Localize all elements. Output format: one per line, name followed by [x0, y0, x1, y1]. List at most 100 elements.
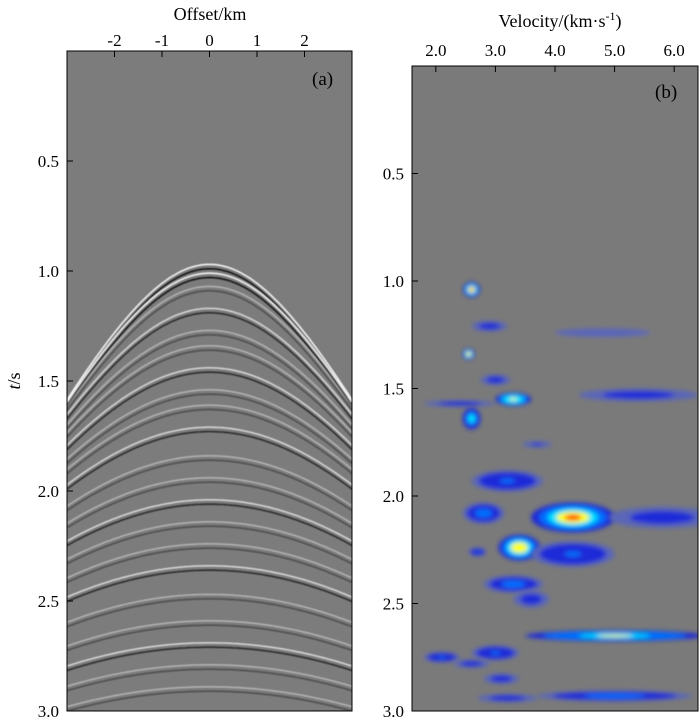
reflection-event: [67, 521, 352, 561]
semblance-peak: [468, 547, 487, 557]
reflection-event: [67, 499, 352, 542]
reflection-event: [67, 481, 352, 529]
reflection-event: [67, 367, 352, 446]
reflection-event: [67, 525, 352, 565]
reflection-event: [67, 408, 352, 475]
semblance-contour: [501, 697, 514, 699]
reflection-event: [67, 404, 352, 470]
reflection-event: [67, 285, 352, 407]
semblance-peak: [453, 659, 490, 668]
panel-a-x-axis-title: Offset/km: [174, 4, 247, 24]
reflection-event: [67, 426, 352, 486]
reflection-event: [67, 624, 352, 652]
reflection-event: [67, 593, 352, 624]
semblance-peak: [495, 392, 532, 406]
reflection-event: [67, 272, 352, 403]
semblance-contour: [475, 551, 480, 553]
semblance-contour: [479, 511, 488, 516]
semblance-peak: [483, 673, 520, 685]
b-x-tick-label: 6.0: [664, 41, 685, 60]
semblance-contour: [438, 656, 446, 659]
semblance-peak: [498, 534, 541, 561]
reflection-event: [67, 389, 352, 460]
a-x-tick-label: 0: [205, 31, 214, 50]
semblance-contour: [500, 478, 515, 484]
reflection-event: [67, 430, 352, 490]
panel-b-x-axis-title: Velocity/(km·s-1): [499, 9, 622, 32]
a-y-tick-label: 2.0: [38, 482, 59, 501]
semblance-contour: [596, 634, 633, 637]
semblance-peak: [462, 407, 481, 430]
panel-a-y-axis-title: t/s: [4, 372, 24, 389]
semblance-contour: [564, 551, 582, 557]
semblance-peak: [471, 645, 520, 661]
b-x-tick-label: 2.0: [425, 41, 446, 60]
reflection-event: [67, 686, 352, 708]
b-x-tick-label: 5.0: [604, 41, 625, 60]
reflection-event: [67, 642, 352, 667]
semblance-peak: [531, 541, 615, 567]
reflection-event: [67, 547, 352, 584]
a-y-tick-label: 2.5: [38, 592, 59, 611]
velocity-spectrum: [423, 282, 698, 703]
semblance-peak: [543, 327, 663, 338]
semblance-contour: [490, 651, 501, 655]
a-y-tick-label: 0.5: [38, 152, 59, 171]
semblance-peak: [471, 320, 508, 332]
reflection-event: [67, 263, 352, 401]
semblance-peak: [477, 693, 538, 703]
a-y-tick-label: 1.5: [38, 372, 59, 391]
semblance-peak: [513, 590, 550, 608]
reflection-event: [67, 345, 352, 434]
reflection-event: [67, 620, 352, 647]
semblance-contour: [509, 397, 517, 401]
a-x-tick-label: -1: [155, 31, 169, 50]
a-x-tick-label: 2: [300, 31, 309, 50]
semblance-contour: [485, 325, 494, 328]
semblance-contour: [651, 515, 673, 520]
semblance-contour: [497, 677, 505, 680]
panel-b-x-ticks: 2.0 3.0 4.0 5.0 6.0: [425, 41, 685, 72]
semblance-peak: [480, 374, 511, 386]
semblance-peak: [531, 502, 615, 533]
semblance-peak: [471, 470, 544, 492]
a-y-tick-label: 1.0: [38, 262, 59, 281]
reflection-event: [67, 290, 352, 412]
b-x-tick-label: 4.0: [544, 41, 565, 60]
semblance-contour: [469, 416, 474, 421]
reflection-event: [67, 477, 352, 524]
semblance-contour: [507, 582, 520, 586]
reflection-event: [67, 312, 352, 420]
b-y-tick-label: 3.0: [383, 702, 404, 721]
panel-a-y-ticks: 0.5 1.0 1.5 2.0 2.5 3.0: [38, 152, 73, 721]
reflection-event: [67, 459, 352, 512]
b-y-tick-label: 2.5: [383, 595, 404, 614]
semblance-contour: [468, 662, 476, 665]
panel-b-y-ticks: 0.5 1.0 1.5 2.0 2.5 3.0: [383, 165, 418, 721]
semblance-contour: [534, 443, 541, 446]
semblance-contour: [467, 353, 470, 356]
semblance-peak: [537, 690, 693, 702]
semblance-contour: [626, 393, 651, 397]
semblance-peak: [462, 502, 505, 524]
panel-b: (b) Velocity/(km·s-1) 2.0 3.0 4.0 5.0 6.0 0.…: [383, 9, 699, 721]
gather-events: [67, 263, 352, 711]
semblance-contour: [469, 288, 474, 292]
reflection-event: [67, 371, 352, 451]
a-x-tick-label: 1: [253, 31, 262, 50]
semblance-contour: [515, 545, 524, 551]
semblance-contour: [527, 597, 535, 601]
reflection-event: [67, 276, 352, 408]
reflection-event: [67, 329, 352, 426]
b-y-tick-label: 0.5: [383, 165, 404, 184]
semblance-peak: [423, 400, 496, 407]
reflection-event: [67, 349, 352, 438]
reflection-event: [67, 646, 352, 672]
reflection-event: [67, 503, 352, 547]
panel-a-x-ticks: -2 -1 0 1 2: [107, 31, 309, 57]
reflection-event: [67, 664, 352, 688]
semblance-contour: [590, 331, 615, 334]
semblance-contour: [452, 402, 467, 405]
b-x-tick-label: 3.0: [485, 41, 506, 60]
b-y-tick-label: 2.0: [383, 487, 404, 506]
